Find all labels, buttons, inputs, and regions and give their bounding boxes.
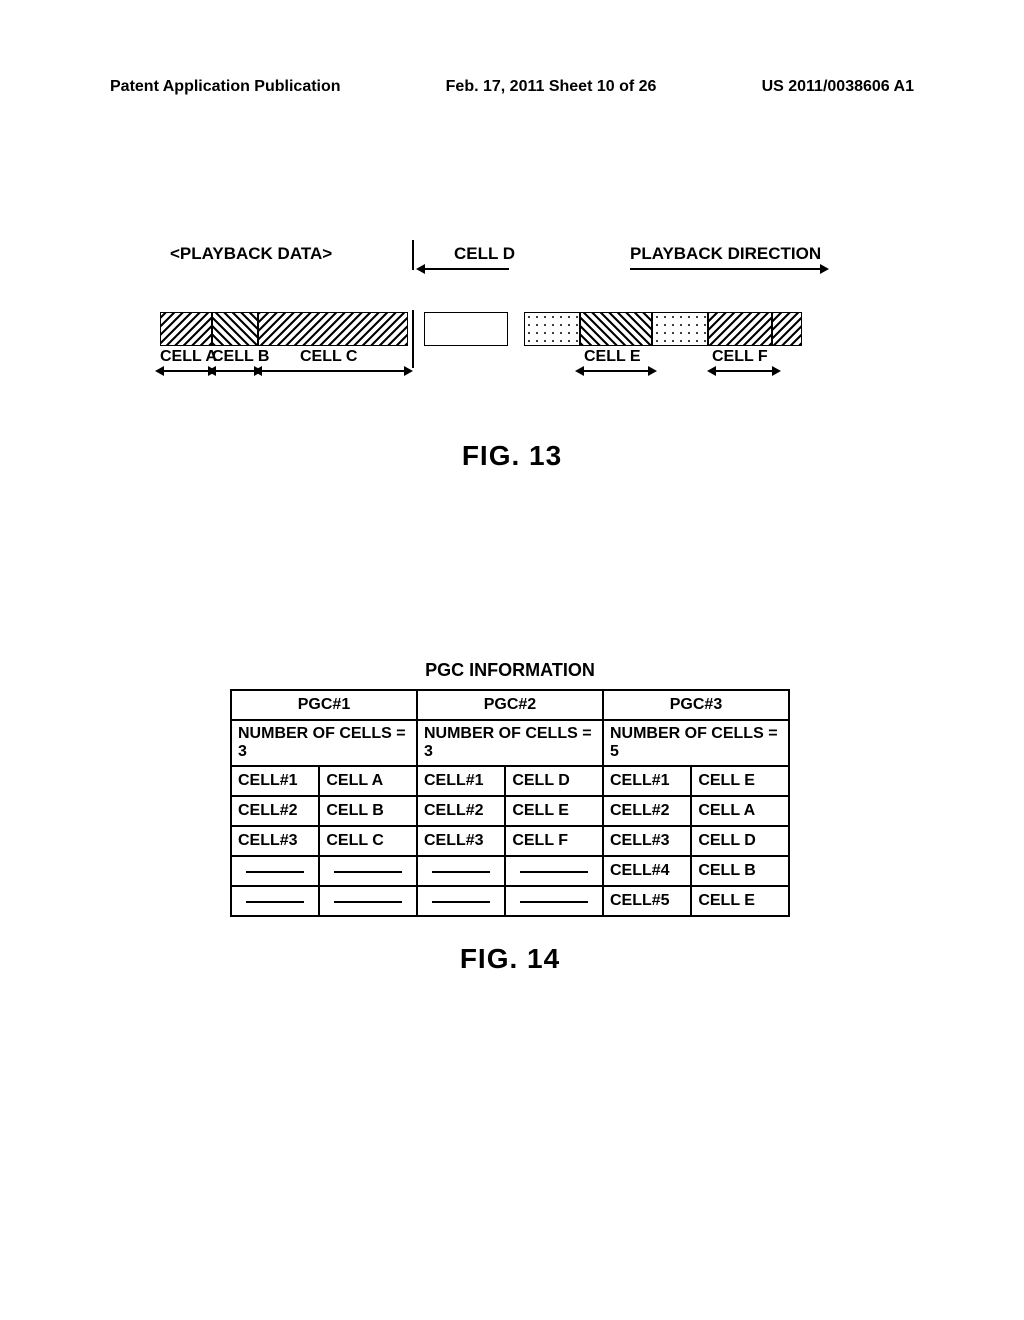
table-row: CELL#5 CELL E <box>231 886 789 916</box>
cell: CELL#3 <box>417 826 505 856</box>
cell: CELL#2 <box>231 796 319 826</box>
cell: CELL A <box>691 796 789 826</box>
cell-a-arrow <box>164 370 208 372</box>
cell-f-arrow <box>716 370 772 372</box>
table-row: CELL#1 CELL A CELL#1 CELL D CELL#1 CELL … <box>231 766 789 796</box>
cell: CELL#5 <box>603 886 691 916</box>
table-row: NUMBER OF CELLS = 3 NUMBER OF CELLS = 3 … <box>231 720 789 766</box>
cell: CELL#4 <box>603 856 691 886</box>
cell: CELL C <box>319 826 417 856</box>
cell-d-label: CELL D <box>454 244 515 264</box>
cell: CELL#2 <box>417 796 505 826</box>
cell-b-arrow <box>216 370 254 372</box>
cell: CELL E <box>691 886 789 916</box>
cell: CELL#1 <box>417 766 505 796</box>
header-left: Patent Application Publication <box>110 78 341 96</box>
seg-cell-a <box>160 312 212 346</box>
fig13-top-labels: <PLAYBACK DATA> CELL D PLAYBACK DIRECTIO… <box>160 240 840 274</box>
cell: CELL D <box>505 766 603 796</box>
seg-cell-d <box>424 312 508 346</box>
fig13-bottom-labels: CELL A CELL B CELL C CELL E CELL F <box>160 346 840 406</box>
pgc3-header: PGC#3 <box>603 690 789 720</box>
empty-cell <box>505 886 603 916</box>
cell-b-label: CELL B <box>212 348 269 366</box>
cell: CELL A <box>319 766 417 796</box>
cell: CELL#1 <box>603 766 691 796</box>
empty-cell <box>417 856 505 886</box>
cell: CELL B <box>691 856 789 886</box>
table-row: CELL#2 CELL B CELL#2 CELL E CELL#2 CELL … <box>231 796 789 826</box>
pgc2-count: NUMBER OF CELLS = 3 <box>417 720 603 766</box>
fig14: PGC INFORMATION PGC#1 PGC#2 PGC#3 NUMBER… <box>230 660 790 975</box>
seg-gap-1 <box>408 312 424 346</box>
header-center: Feb. 17, 2011 Sheet 10 of 26 <box>446 78 657 96</box>
table-row: CELL#3 CELL C CELL#3 CELL F CELL#3 CELL … <box>231 826 789 856</box>
seg-cell-f <box>708 312 772 346</box>
empty-cell <box>417 886 505 916</box>
seg-cell-b <box>212 312 258 346</box>
empty-cell <box>231 856 319 886</box>
top-arrows <box>160 262 840 276</box>
cell: CELL#1 <box>231 766 319 796</box>
fig13-caption: FIG. 13 <box>0 440 1024 472</box>
playback-cell-bar <box>160 312 840 346</box>
cell-d-arrow <box>425 268 509 270</box>
pgc-table: PGC#1 PGC#2 PGC#3 NUMBER OF CELLS = 3 NU… <box>230 689 790 917</box>
cell-e-label: CELL E <box>584 348 641 366</box>
seg-dots-2 <box>652 312 708 346</box>
cell-c-arrow <box>262 370 404 372</box>
pgc2-header: PGC#2 <box>417 690 603 720</box>
pgc1-header: PGC#1 <box>231 690 417 720</box>
pgc3-count: NUMBER OF CELLS = 5 <box>603 720 789 766</box>
empty-cell <box>505 856 603 886</box>
cell: CELL D <box>691 826 789 856</box>
empty-cell <box>319 856 417 886</box>
vertical-separator-bottom <box>412 310 414 368</box>
cell-f-label: CELL F <box>712 348 768 366</box>
seg-gap-2 <box>508 312 524 346</box>
empty-cell <box>231 886 319 916</box>
empty-cell <box>319 886 417 916</box>
cell: CELL#3 <box>603 826 691 856</box>
header-right: US 2011/0038606 A1 <box>762 78 914 96</box>
cell: CELL E <box>691 766 789 796</box>
table-row: PGC#1 PGC#2 PGC#3 <box>231 690 789 720</box>
seg-cell-e <box>580 312 652 346</box>
fig14-caption: FIG. 14 <box>230 943 790 975</box>
seg-cell-c <box>258 312 408 346</box>
playback-data-label: <PLAYBACK DATA> <box>170 244 332 264</box>
cell: CELL#2 <box>603 796 691 826</box>
cell: CELL B <box>319 796 417 826</box>
cell: CELL#3 <box>231 826 319 856</box>
cell: CELL F <box>505 826 603 856</box>
pgc1-count: NUMBER OF CELLS = 3 <box>231 720 417 766</box>
seg-tail <box>772 312 802 346</box>
page-header: Patent Application Publication Feb. 17, … <box>110 78 914 96</box>
cell-e-arrow <box>584 370 648 372</box>
cell: CELL E <box>505 796 603 826</box>
pgc-information-title: PGC INFORMATION <box>230 660 790 681</box>
playback-direction-label: PLAYBACK DIRECTION <box>630 244 821 264</box>
cell-c-label: CELL C <box>300 348 357 366</box>
seg-dots-1 <box>524 312 580 346</box>
cell-a-label: CELL A <box>160 348 217 366</box>
playback-direction-arrow <box>630 268 820 270</box>
table-row: CELL#4 CELL B <box>231 856 789 886</box>
fig13: <PLAYBACK DATA> CELL D PLAYBACK DIRECTIO… <box>160 240 840 406</box>
